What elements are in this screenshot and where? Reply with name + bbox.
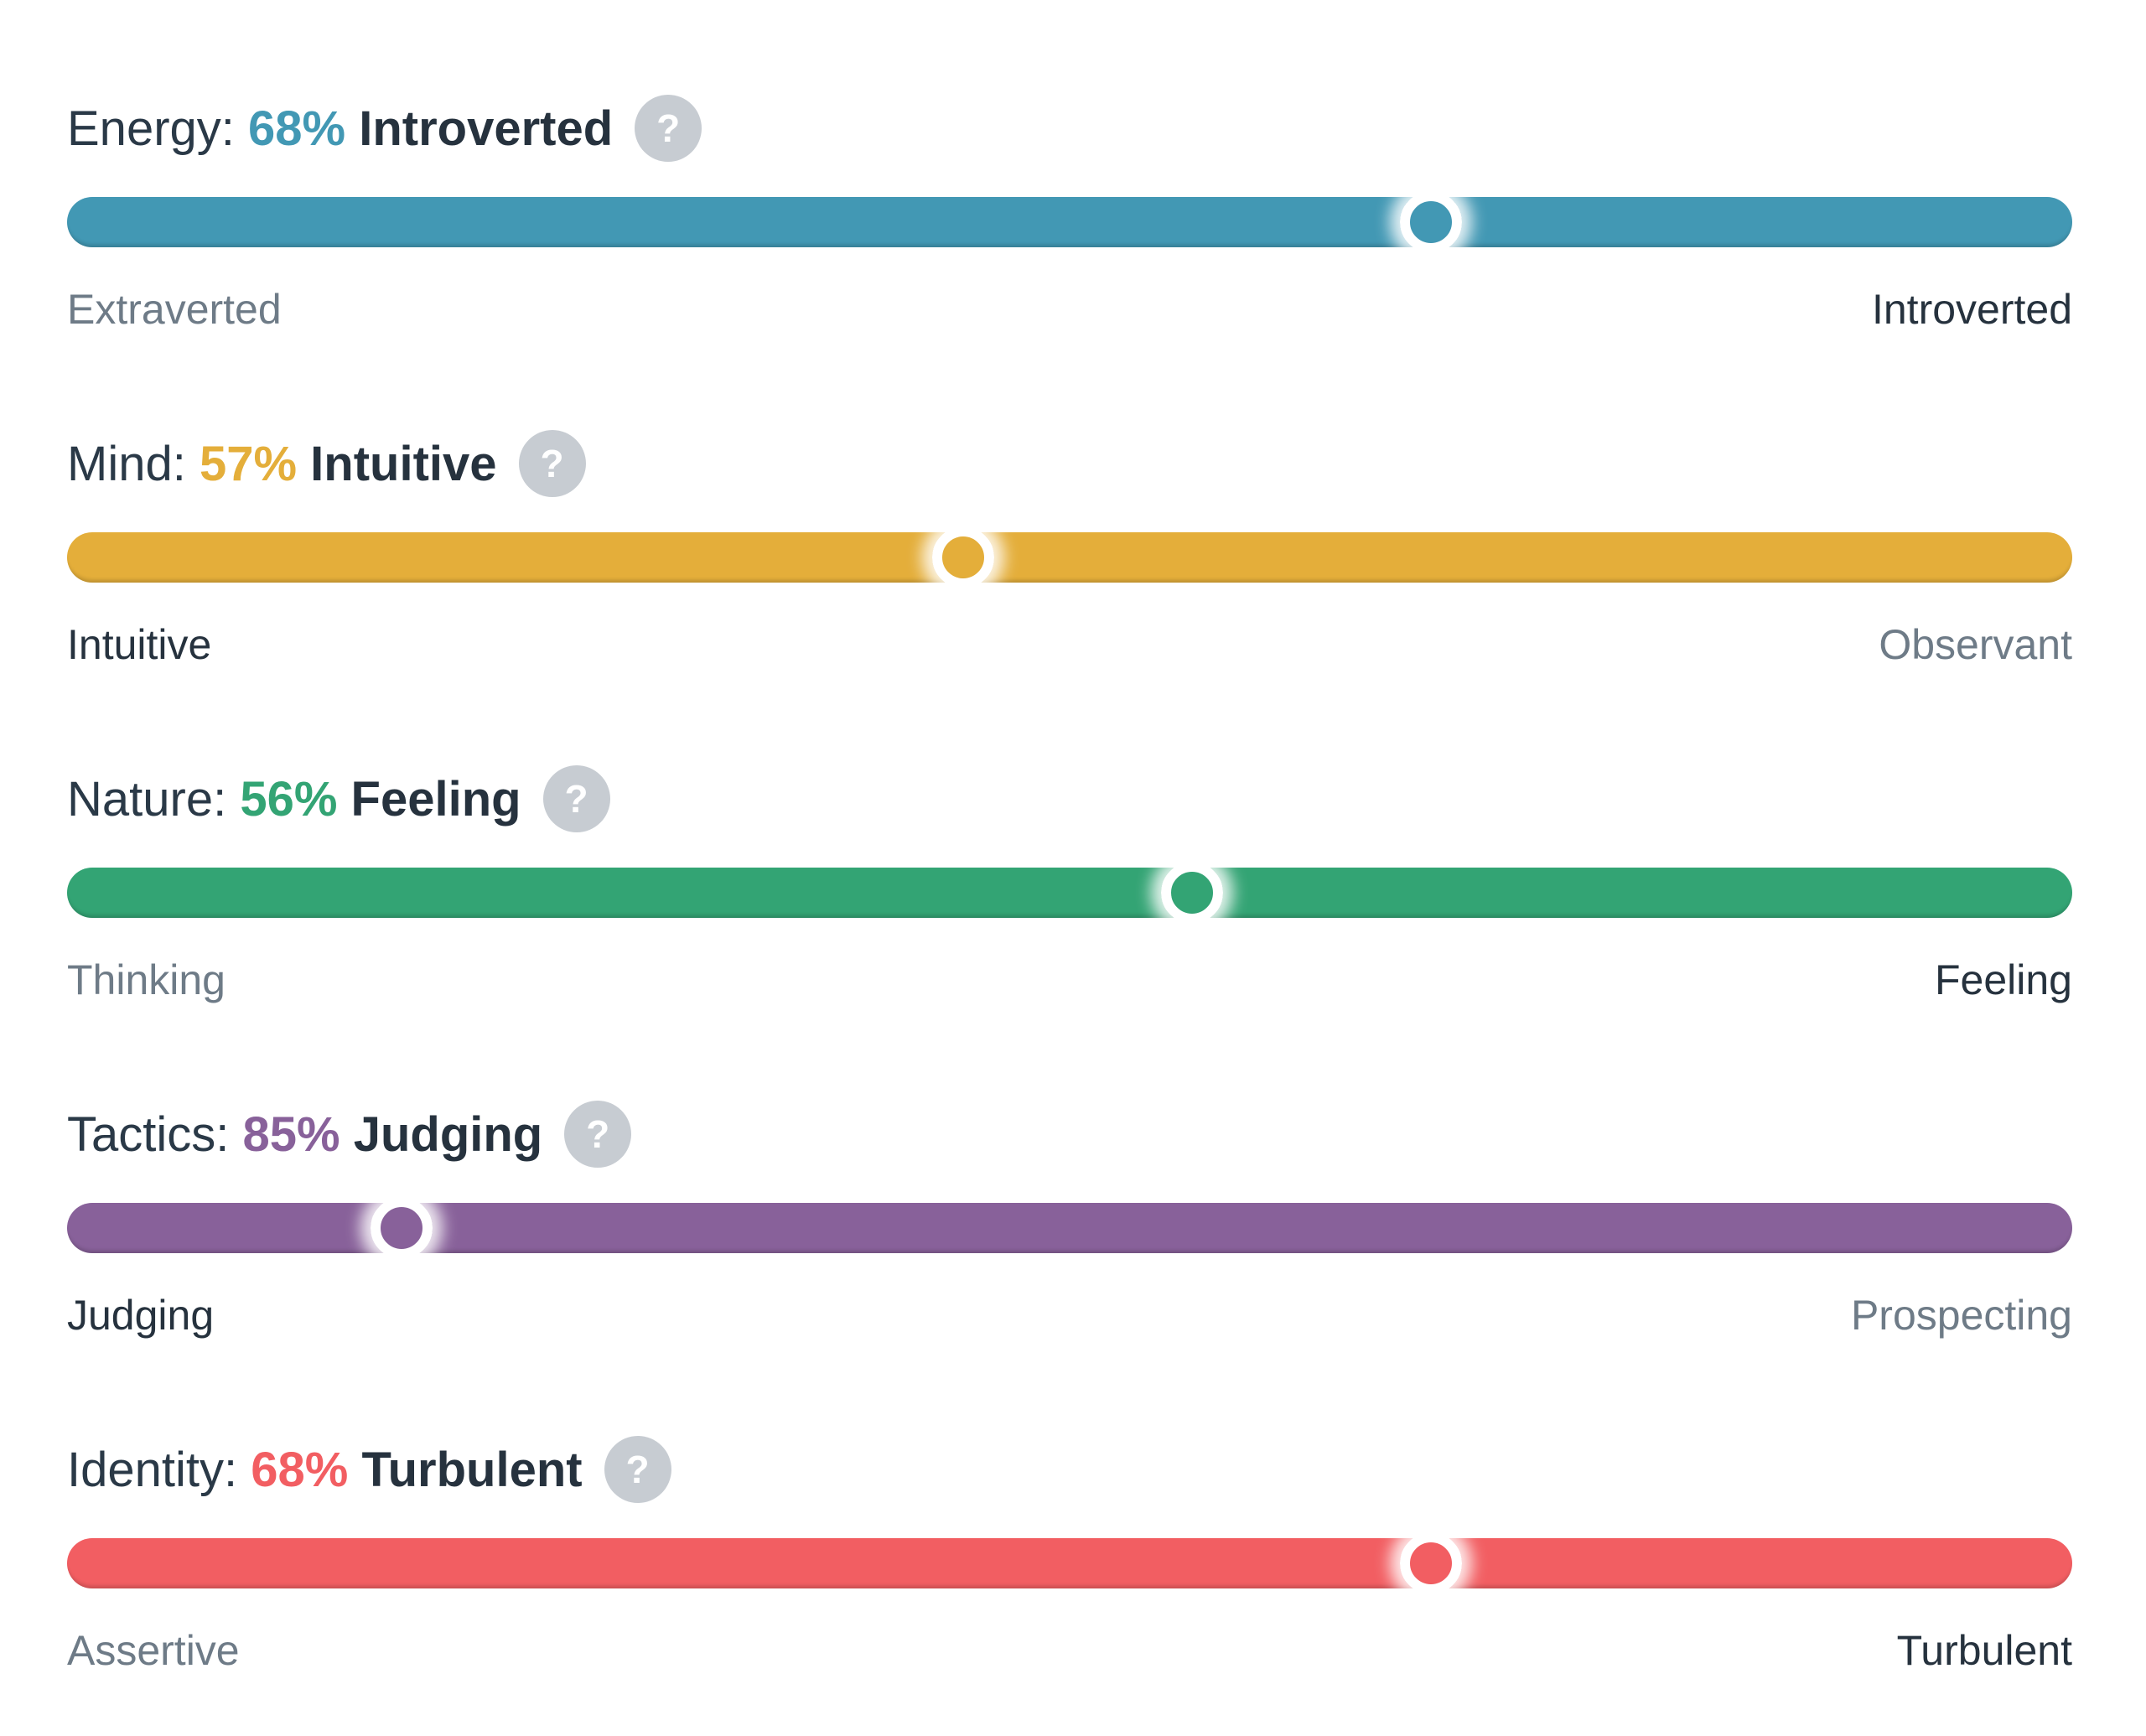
- trait-percent: 56%: [240, 771, 338, 827]
- trait-header: Nature: 56% Feeling ?: [67, 765, 2072, 832]
- trait-row-nature: Nature: 56% Feeling ? Thinking Feeling: [67, 765, 2072, 1007]
- help-icon[interactable]: ?: [518, 430, 586, 497]
- space: [237, 1442, 251, 1498]
- scale-labels: Assertive Turbulent: [67, 1624, 2072, 1677]
- scale-label-left: Assertive: [67, 1627, 240, 1674]
- scale-label-left: Thinking: [67, 956, 225, 1003]
- trait-row-tactics: Tactics: 85% Judging ? Judging Prospecti…: [67, 1101, 2072, 1342]
- space: [337, 771, 350, 827]
- trait-slider: [67, 1532, 2072, 1594]
- trait-bar: [67, 1538, 2072, 1588]
- trait-row-mind: Mind: 57% Intuitive ? Intuitive Observan…: [67, 430, 2072, 671]
- scale-label-left: Intuitive: [67, 621, 212, 668]
- scale-label-left: Extraverted: [67, 286, 282, 333]
- scale-label-right: Prospecting: [1850, 1292, 2072, 1339]
- trait-name-label: Tactics:: [67, 1106, 230, 1162]
- slider-knob[interactable]: [932, 526, 995, 588]
- trait-bar: [67, 1203, 2072, 1253]
- scale-labels: Thinking Feeling: [67, 953, 2072, 1007]
- space: [297, 436, 310, 492]
- trait-dominant-label: Turbulent: [361, 1442, 583, 1497]
- slider-knob[interactable]: [371, 1197, 433, 1259]
- scale-label-right: Introverted: [1871, 286, 2072, 333]
- trait-name-label: Mind:: [67, 436, 186, 491]
- trait-percent: 85%: [242, 1106, 340, 1162]
- space: [229, 1106, 242, 1163]
- space: [235, 101, 248, 157]
- trait-dominant-label: Introverted: [359, 101, 614, 156]
- space: [348, 1442, 361, 1498]
- help-icon[interactable]: ?: [635, 95, 702, 162]
- trait-header: Tactics: 85% Judging ?: [67, 1101, 2072, 1168]
- trait-slider: [67, 862, 2072, 924]
- trait-slider: [67, 191, 2072, 253]
- scale-label-right: Observant: [1879, 621, 2072, 668]
- trait-header: Identity: 68% Turbulent ?: [67, 1436, 2072, 1503]
- scale-labels: Intuitive Observant: [67, 618, 2072, 671]
- trait-row-energy: Energy: 68% Introverted ? Extraverted In…: [67, 95, 2072, 336]
- trait-header: Energy: 68% Introverted ?: [67, 95, 2072, 162]
- trait-dominant-label: Judging: [353, 1106, 543, 1162]
- slider-knob[interactable]: [1399, 1532, 1462, 1594]
- trait-row-identity: Identity: 68% Turbulent ? Assertive Turb…: [67, 1436, 2072, 1677]
- trait-dominant-label: Feeling: [350, 771, 521, 827]
- trait-header: Mind: 57% Intuitive ?: [67, 430, 2072, 497]
- help-icon[interactable]: ?: [564, 1101, 632, 1168]
- scale-labels: Extraverted Introverted: [67, 282, 2072, 336]
- trait-percent: 68%: [251, 1442, 349, 1497]
- space: [345, 101, 359, 157]
- trait-dominant-label: Intuitive: [310, 436, 497, 491]
- scale-label-right: Turbulent: [1896, 1627, 2072, 1674]
- trait-name-label: Identity:: [67, 1442, 238, 1497]
- scale-labels: Judging Prospecting: [67, 1288, 2072, 1342]
- space: [340, 1106, 354, 1163]
- scale-label-left: Judging: [67, 1292, 215, 1339]
- space: [186, 436, 200, 492]
- space: [226, 771, 240, 827]
- trait-percent: 57%: [199, 436, 298, 491]
- help-icon[interactable]: ?: [604, 1436, 671, 1503]
- trait-slider: [67, 526, 2072, 588]
- help-icon[interactable]: ?: [542, 765, 610, 832]
- trait-bar: [67, 868, 2072, 918]
- trait-bar: [67, 532, 2072, 583]
- trait-name-label: Nature:: [67, 771, 227, 827]
- scale-label-right: Feeling: [1935, 956, 2072, 1003]
- trait-percent: 68%: [248, 101, 346, 156]
- trait-name-label: Energy:: [67, 101, 235, 156]
- trait-bar: [67, 197, 2072, 247]
- slider-knob[interactable]: [1160, 862, 1223, 924]
- slider-knob[interactable]: [1399, 191, 1462, 253]
- trait-slider: [67, 1197, 2072, 1259]
